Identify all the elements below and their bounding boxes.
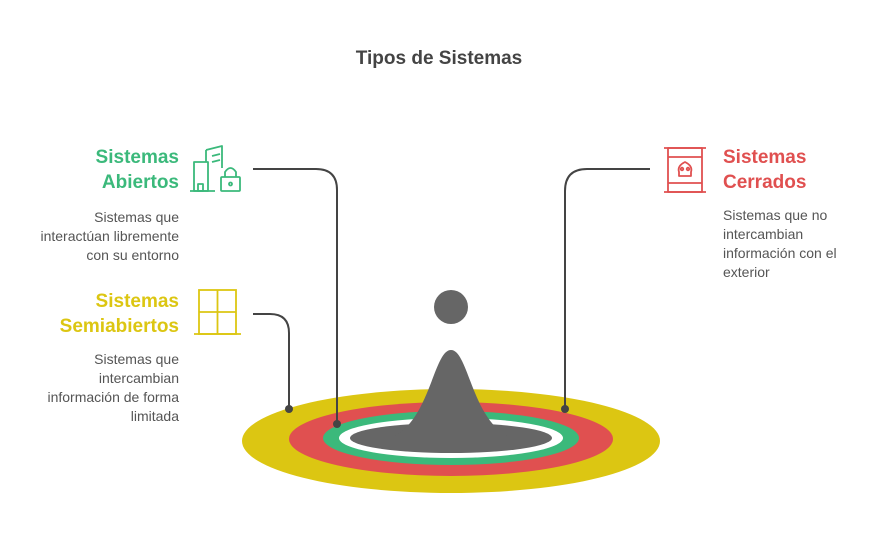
description-line: Sistemas que no [723,207,828,223]
description-line: intercambian [723,226,804,242]
sealed-container-skull-icon [664,147,706,193]
description-line: información de forma [47,389,179,405]
description-line: Sistemas que [94,351,179,367]
connector-dot-open [333,420,341,428]
description-line: intercambian [98,370,179,386]
heading-semiopen-line2: Semiabiertos [59,316,179,337]
heading-closed: Sistemas Cerrados [723,145,806,195]
buildings-lock-icon [190,145,241,192]
heading-open: Sistemas Abiertos [96,145,179,195]
heading-open-line2: Abiertos [101,172,179,193]
figure-head [434,290,468,324]
description-closed: Sistemas que no intercambian información… [723,206,837,282]
diagram-title: Tipos de Sistemas [355,48,523,69]
heading-closed-line1: Sistemas [723,147,807,168]
connector-semi [253,313,290,409]
description-line: limitada [130,408,179,424]
heading-closed-line2: Cerrados [723,172,807,193]
heading-semiopen: Sistemas Semiabiertos [60,289,179,339]
description-line: con su entorno [86,247,179,263]
heading-open-line1: Sistemas [95,147,179,168]
heading-semiopen-line1: Sistemas [95,291,179,312]
description-semiopen: Sistemas que intercambian información de… [47,350,179,426]
description-line: Sistemas que [94,209,179,225]
connector-closed [564,168,650,409]
description-line: información con el [723,245,837,261]
connector-dot-closed [561,405,569,413]
connector-dot-semi [285,405,293,413]
figure-body [388,350,514,439]
window-grid-icon [194,289,241,335]
description-line: interactúan libremente [40,228,179,244]
description-line: exterior [723,264,770,280]
description-open: Sistemas que interactúan libremente con … [40,208,179,265]
connector-open [253,168,338,424]
